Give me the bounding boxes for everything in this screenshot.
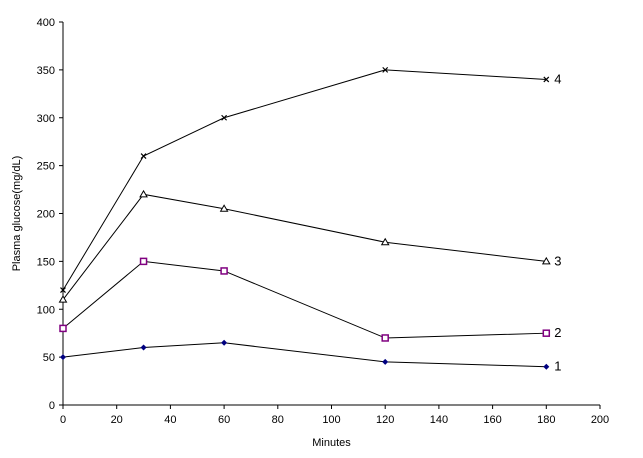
x-tick-label: 160 [483,414,501,426]
y-tick-label: 300 [37,113,55,125]
data-point [59,324,67,333]
x-tick-label: 180 [537,414,555,426]
data-point [219,204,229,212]
data-point [139,257,148,266]
x-tick-label: 60 [218,414,230,426]
data-point [381,334,389,342]
x-axis-title: Minutes [312,437,351,449]
x-tick-label: 140 [430,414,448,426]
y-tick-label: 150 [37,256,55,268]
y-axis-ticks: 0 50 100 150 200 250 300 350 400 [37,17,63,412]
data-point [139,189,148,198]
y-tick-label: 250 [37,161,55,173]
x-axis-ticks: 0 20 40 60 80 100 120 140 160 180 200 [60,405,609,426]
series-line [62,260,547,339]
data-point [60,354,66,361]
series-2: 2 [59,257,562,342]
x-tick-label: 100 [322,414,340,426]
data-point [221,114,228,121]
x-tick-label: 20 [111,414,123,426]
x-tick-label: 120 [376,414,394,426]
data-point [221,339,228,346]
y-tick-label: 0 [49,400,55,412]
x-tick-label: 80 [272,414,284,426]
x-tick-label: 40 [164,414,176,426]
x-tick-label: 0 [60,414,66,426]
data-point [382,358,389,365]
series-3: 3 [58,189,562,303]
data-point [220,267,228,275]
data-point [60,287,66,294]
series-line [62,342,547,368]
series-1: 1 [60,339,562,374]
series-line [62,69,547,291]
data-point [140,344,147,351]
y-tick-label: 350 [37,65,55,77]
data-point [542,329,551,337]
y-tick-label: 200 [37,209,55,221]
data-point [541,256,551,265]
series-end-label: 1 [554,359,561,374]
series-line [62,193,547,300]
series-layer: 1 2 3 4 [58,66,562,374]
data-point [543,76,550,83]
y-tick-label: 400 [37,17,55,29]
y-axis-title: Plasma glucose(mg/dL) [11,156,23,272]
data-point [58,295,68,303]
series-end-label: 3 [554,253,561,268]
series-end-label: 4 [554,71,561,86]
series-4: 4 [60,66,562,294]
data-point [380,237,390,246]
y-tick-label: 50 [43,352,55,364]
data-point [140,153,147,159]
x-tick-label: 200 [591,414,609,426]
data-point [382,66,389,73]
series-end-label: 2 [554,325,561,340]
data-point [543,363,550,370]
y-tick-label: 100 [37,304,55,316]
